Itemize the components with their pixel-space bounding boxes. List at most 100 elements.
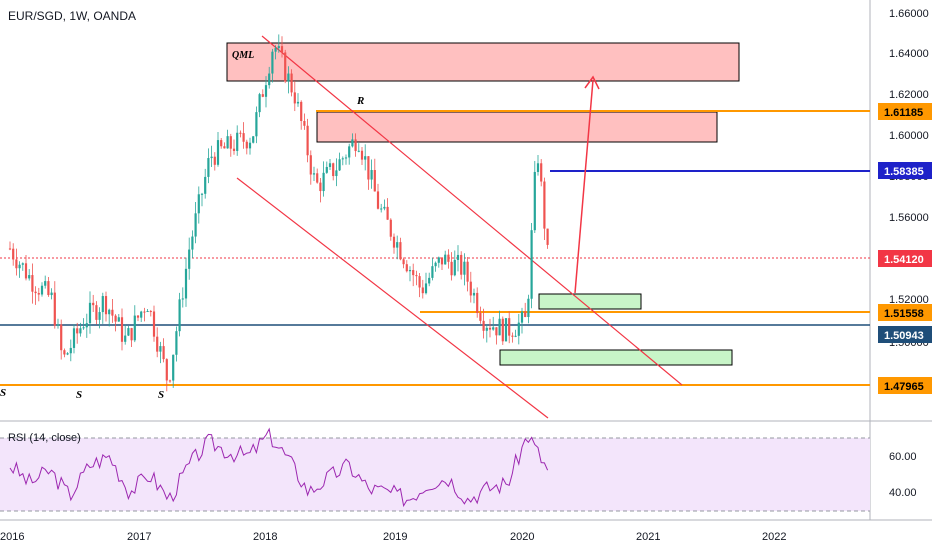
candle-body	[236, 132, 239, 151]
candle-body	[293, 92, 296, 104]
candle-body	[380, 208, 383, 210]
channel-upper-line[interactable]	[261, 35, 683, 386]
candle-body	[370, 170, 373, 180]
price-tick: 1.62000	[889, 89, 929, 101]
candle-body	[485, 327, 488, 331]
candle-body	[300, 101, 303, 121]
candle-body	[546, 228, 549, 245]
candle-body	[335, 170, 338, 177]
candle-body	[216, 140, 220, 165]
candle-body	[181, 298, 184, 300]
candle-body	[309, 155, 312, 175]
candle-body	[44, 281, 47, 286]
candle-body	[428, 277, 431, 284]
candle-body	[488, 327, 492, 330]
badge-147965[interactable]: 1.47965	[878, 377, 932, 394]
candle-body	[376, 191, 380, 209]
candle-body	[210, 156, 213, 159]
candle-body	[357, 150, 360, 152]
rsi-band	[0, 438, 870, 511]
candle-body	[40, 285, 44, 295]
candle-body	[472, 292, 476, 296]
badge-label: 1.54120	[884, 254, 924, 266]
candle-body	[200, 193, 204, 195]
support-zone-upper[interactable]	[538, 293, 642, 310]
candle-body	[175, 331, 178, 355]
rsi-label[interactable]: RSI (14, close)	[8, 432, 81, 444]
candle-body	[456, 254, 460, 260]
candle-body	[351, 139, 354, 147]
candle-body	[392, 236, 396, 248]
candle-body	[466, 261, 469, 282]
candle-body	[172, 354, 175, 381]
candle-body	[373, 170, 376, 192]
candle-body	[437, 257, 440, 263]
badge-label: 1.51558	[884, 308, 924, 320]
badge-154120[interactable]: 1.54120	[878, 250, 932, 267]
symbol-label[interactable]: EUR/SGD, 1W, OANDA	[8, 9, 136, 23]
candle-body	[402, 259, 405, 265]
candle-body	[360, 150, 364, 160]
candle-body	[140, 311, 143, 318]
candle-body	[348, 146, 351, 158]
candle-body	[130, 328, 133, 341]
projection-arrow[interactable]	[574, 79, 594, 294]
candle-body	[540, 163, 543, 182]
candle-body	[424, 283, 428, 294]
candle-body	[252, 136, 255, 143]
time-tick: 2022	[762, 531, 786, 543]
candle-body	[280, 46, 284, 53]
candle-body	[312, 173, 316, 175]
r-label: R	[356, 95, 364, 107]
candle-body	[104, 296, 108, 315]
badge-151558[interactable]: 1.51558	[878, 304, 932, 321]
badge-label: 1.58385	[884, 166, 924, 178]
candle-body	[501, 318, 504, 342]
candle-body	[8, 248, 12, 250]
candle-body	[24, 263, 28, 279]
time-axis[interactable]: 2016 2017 2018 2019 2020 2021 2022	[0, 531, 786, 543]
candle-body	[124, 335, 127, 342]
candle-body	[268, 73, 271, 86]
candle-body	[367, 156, 370, 180]
candle-body	[204, 176, 207, 194]
qml-zone[interactable]	[226, 42, 740, 82]
candle-body	[156, 336, 159, 352]
candle-body	[316, 173, 319, 183]
candle-body	[303, 120, 306, 126]
candle-body	[341, 158, 344, 160]
badge-label: 1.61185	[884, 107, 923, 119]
candle-body	[92, 302, 95, 306]
badge-150943[interactable]: 1.50943	[878, 326, 932, 343]
candle-body	[82, 327, 85, 329]
candle-body	[194, 213, 197, 237]
candle-body	[76, 328, 79, 334]
candle-body	[63, 350, 66, 355]
channel-lower-line[interactable]	[236, 177, 549, 419]
badge-161185[interactable]: 1.61185	[878, 103, 932, 120]
time-tick: 2020	[510, 531, 534, 543]
support-zone-lower[interactable]	[499, 349, 733, 366]
candle-body	[434, 262, 437, 267]
s-label-3: S	[158, 389, 164, 401]
candle-body	[284, 52, 287, 82]
candle-body	[344, 157, 348, 159]
candle-body	[533, 171, 536, 231]
candle-body	[50, 292, 53, 296]
candle-body	[66, 353, 69, 355]
resistance-zone[interactable]	[316, 111, 718, 143]
candle-body	[332, 163, 335, 177]
price-tick: 1.66000	[889, 8, 929, 20]
candle-body	[79, 328, 82, 334]
badge-158385[interactable]: 1.58385	[878, 162, 932, 179]
candle-body	[114, 315, 117, 322]
candle-body	[504, 318, 508, 342]
candle-body	[530, 230, 533, 299]
candle-body	[184, 268, 188, 299]
candle-body	[463, 261, 466, 275]
time-tick: 2017	[127, 531, 151, 543]
candle-body	[383, 206, 386, 209]
candle-body	[517, 322, 520, 336]
candle-body	[274, 48, 277, 52]
